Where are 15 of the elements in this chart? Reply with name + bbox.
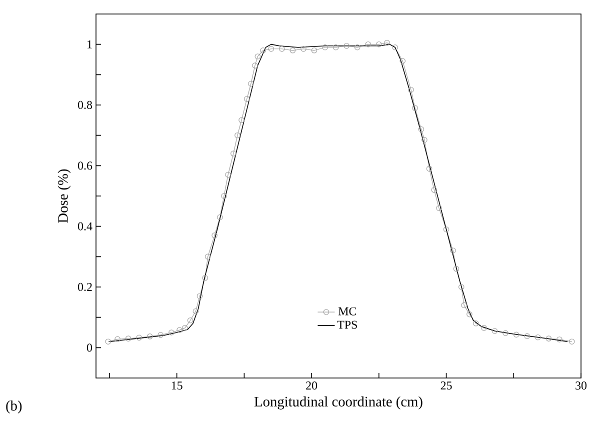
x-axis-title: Longitudinal coordinate (cm) xyxy=(254,396,422,410)
y-tick-label: 0.6 xyxy=(78,162,92,170)
legend-label: MC xyxy=(338,307,356,316)
legend-label: TPS xyxy=(337,320,357,329)
y-axis-title: Dose (%) xyxy=(58,169,71,223)
y-tick-label: 0 xyxy=(86,344,92,352)
x-tick-label: 30 xyxy=(576,382,587,390)
text: (b) xyxy=(6,400,22,414)
y-tick-label: 1 xyxy=(88,40,92,48)
x-tick-label: 20 xyxy=(306,382,318,390)
x-tick-label: 15 xyxy=(172,382,182,390)
y-tick-label: 0.2 xyxy=(78,282,92,292)
y-tick-label: 0.8 xyxy=(78,100,92,110)
y-tick-label: 0.4 xyxy=(78,222,92,230)
x-tick-label: 25 xyxy=(440,382,452,390)
